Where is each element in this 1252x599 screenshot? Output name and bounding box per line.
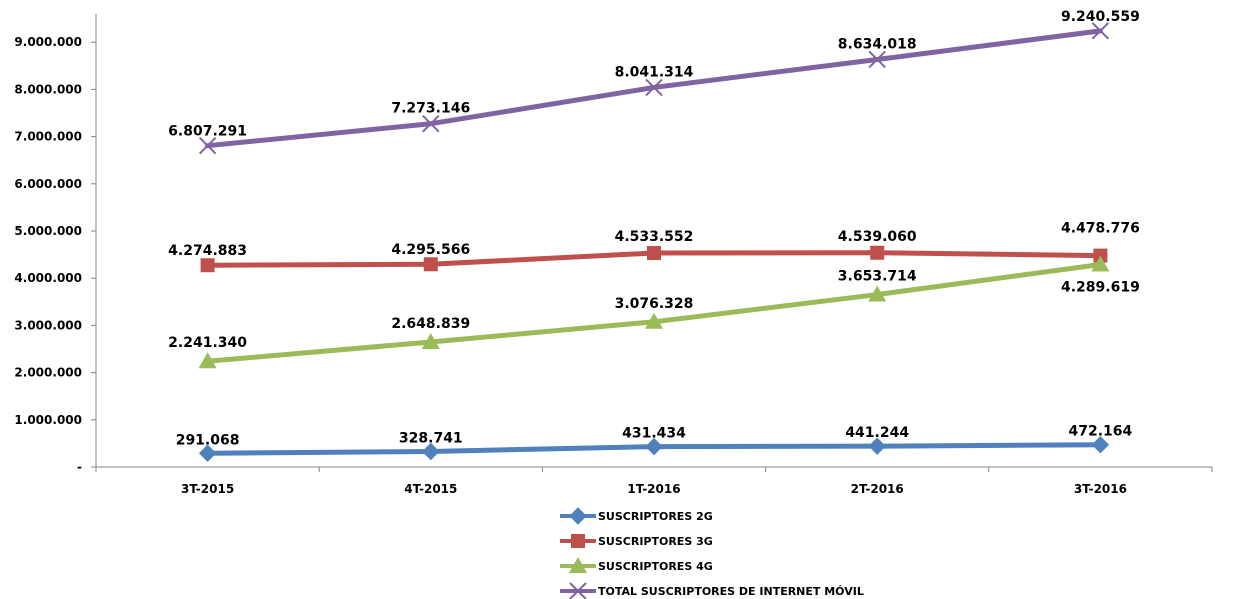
y-tick-label: 8.000.000: [14, 82, 82, 96]
legend-label: SUSCRIPTORES 4G: [598, 560, 713, 573]
data-label: 4.478.776: [1061, 221, 1140, 237]
data-label: 4.539.060: [838, 229, 917, 245]
legend: SUSCRIPTORES 2G SUSCRIPTORES 3G SUSCRIPTOR…: [560, 507, 864, 599]
y-tick-label: 7.000.000: [14, 130, 82, 144]
data-label: 472.164: [1069, 424, 1133, 440]
legend-marker: [569, 582, 587, 599]
legend-entry: TOTAL SUSCRIPTORES DE INTERNET MÓVIL: [560, 582, 864, 599]
x-tick-label: 4T-2015: [404, 482, 457, 496]
data-point-suscriptores-2g: [198, 444, 217, 462]
legend-entry: SUSCRIPTORES 3G: [560, 534, 713, 548]
y-tick-label: 6.000.000: [14, 177, 82, 191]
data-label: 7.273.146: [391, 101, 470, 117]
y-tick-label: 5.000.000: [14, 224, 82, 238]
axes: - 1.000.000 2.000.000 3.000.000 4.000.000 5.0…: [14, 14, 1213, 496]
legend-label: SUSCRIPTORES 2G: [598, 510, 713, 523]
data-point-suscriptores-3g: [647, 246, 661, 261]
legend-entry: SUSCRIPTORES 2G: [560, 507, 713, 525]
data-point-suscriptores-4g: [198, 352, 217, 369]
data-point-total-suscriptores-de-internet-m-vil: [422, 115, 440, 133]
data-point-total-suscriptores-de-internet-m-vil: [645, 78, 663, 97]
y-tick-label: 3.000.000: [14, 318, 82, 332]
data-point-total-suscriptores-de-internet-m-vil: [868, 50, 886, 69]
legend-label: TOTAL SUSCRIPTORES DE INTERNET MÓVIL: [598, 585, 864, 598]
data-labels: 291.068 328.741 431.434 441.244 472.164 4.274…: [168, 9, 1140, 448]
data-label: 431.434: [622, 426, 686, 442]
y-tick-label: 4.000.000: [14, 271, 82, 285]
data-label: 3.076.328: [615, 296, 694, 312]
x-tick-label: 2T-2016: [851, 482, 904, 496]
data-point-suscriptores-3g: [870, 245, 885, 260]
x-tick-label: 1T-2016: [627, 482, 680, 496]
y-tick-label: 2.000.000: [14, 366, 82, 380]
data-label: 4.289.619: [1061, 280, 1140, 296]
data-label: 328.741: [399, 430, 463, 446]
legend-label: SUSCRIPTORES 3G: [598, 535, 713, 548]
data-label: 441.244: [845, 425, 909, 441]
data-point-suscriptores-4g: [421, 332, 440, 349]
y-tick-label: -: [77, 460, 82, 474]
data-point-suscriptores-2g: [1091, 436, 1110, 454]
data-label: 2.241.340: [168, 335, 247, 351]
data-label: 2.648.839: [391, 316, 470, 332]
data-point-total-suscriptores-de-internet-m-vil: [198, 136, 217, 155]
legend-entry: SUSCRIPTORES 4G: [560, 557, 713, 573]
data-point-suscriptores-4g: [868, 285, 887, 302]
data-label: 4.274.883: [168, 243, 247, 259]
data-point-suscriptores-2g: [645, 437, 663, 456]
data-label: 8.634.018: [838, 36, 917, 52]
data-point-total-suscriptores-de-internet-m-vil: [1091, 22, 1110, 40]
y-tick-label: 1.000.000: [14, 413, 82, 427]
data-point-suscriptores-3g: [200, 258, 215, 273]
legend-marker: [571, 534, 585, 548]
data-point-suscriptores-3g: [423, 257, 438, 272]
y-tick-label: 9.000.000: [14, 35, 82, 49]
data-label: 8.041.314: [615, 64, 694, 80]
series-group: [198, 22, 1110, 462]
data-point-suscriptores-4g: [1091, 255, 1110, 272]
legend-marker: [569, 507, 587, 525]
data-point-suscriptores-4g: [645, 312, 663, 329]
data-label: 4.295.566: [391, 242, 470, 258]
data-label: 3.653.714: [838, 269, 917, 285]
data-label: 9.240.559: [1061, 9, 1140, 25]
x-tick-label: 3T-2015: [181, 482, 234, 496]
legend-marker: [569, 557, 587, 573]
data-label: 4.533.552: [615, 229, 694, 245]
x-tick-label: 3T-2016: [1074, 482, 1127, 496]
data-point-suscriptores-2g: [868, 437, 886, 455]
data-label: 6.807.291: [168, 124, 247, 140]
data-label: 291.068: [176, 432, 240, 448]
data-point-suscriptores-2g: [422, 442, 440, 461]
